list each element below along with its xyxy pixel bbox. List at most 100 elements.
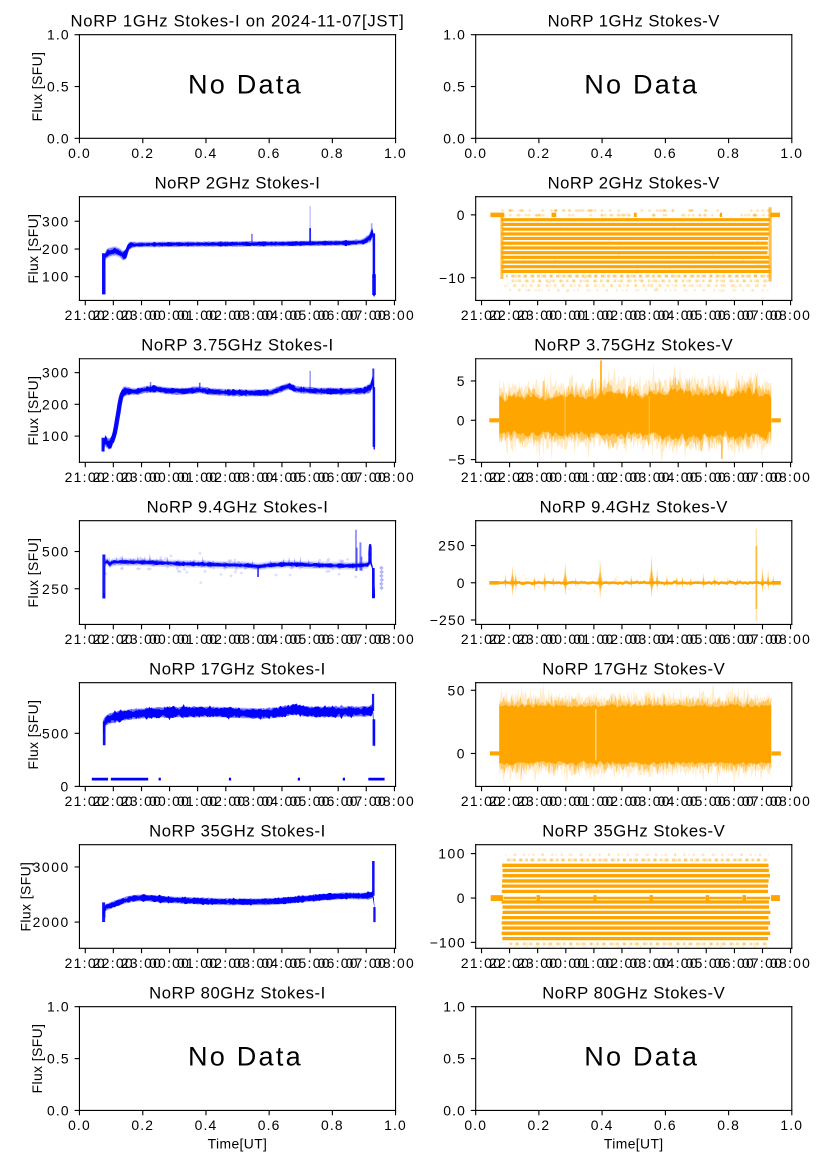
- svg-text:00:00: 00:00: [545, 631, 586, 647]
- svg-text:06:00: 06:00: [714, 469, 755, 485]
- svg-text:01:00: 01:00: [573, 307, 614, 323]
- svg-text:06:00: 06:00: [714, 307, 755, 323]
- svg-text:0.6: 0.6: [258, 145, 281, 161]
- svg-text:No Data: No Data: [188, 1041, 303, 1072]
- svg-text:05:00: 05:00: [686, 793, 727, 809]
- svg-text:05:00: 05:00: [686, 631, 727, 647]
- svg-text:1.0: 1.0: [47, 27, 70, 43]
- svg-text:NoRP 2GHz Stokes-I: NoRP 2GHz Stokes-I: [155, 173, 321, 192]
- svg-text:07:00: 07:00: [346, 307, 387, 323]
- svg-text:03:00: 03:00: [630, 307, 671, 323]
- svg-text:03:00: 03:00: [233, 793, 274, 809]
- svg-text:3000: 3000: [33, 859, 70, 875]
- svg-text:0.5: 0.5: [47, 79, 70, 95]
- svg-text:01:00: 01:00: [177, 793, 218, 809]
- svg-text:0.0: 0.0: [68, 1117, 91, 1133]
- svg-text:100: 100: [42, 428, 70, 444]
- svg-text:00:00: 00:00: [545, 469, 586, 485]
- svg-text:00:00: 00:00: [149, 793, 190, 809]
- svg-text:Flux [SFU]: Flux [SFU]: [25, 214, 41, 284]
- svg-text:01:00: 01:00: [177, 469, 218, 485]
- svg-text:23:00: 23:00: [121, 307, 162, 323]
- svg-text:07:00: 07:00: [742, 793, 783, 809]
- svg-text:−10: −10: [439, 270, 466, 286]
- svg-text:22:00: 22:00: [93, 307, 134, 323]
- svg-text:200: 200: [42, 396, 70, 412]
- svg-text:0.8: 0.8: [321, 145, 344, 161]
- svg-text:21:00: 21:00: [461, 469, 502, 485]
- svg-text:Flux [SFU]: Flux [SFU]: [29, 52, 45, 122]
- svg-text:01:00: 01:00: [177, 631, 218, 647]
- svg-text:02:00: 02:00: [205, 469, 246, 485]
- svg-text:23:00: 23:00: [121, 469, 162, 485]
- svg-text:21:00: 21:00: [65, 307, 106, 323]
- svg-text:1.0: 1.0: [443, 999, 466, 1015]
- svg-text:NoRP 35GHz Stokes-I: NoRP 35GHz Stokes-I: [149, 821, 326, 840]
- svg-text:0.6: 0.6: [654, 1117, 677, 1133]
- svg-text:07:00: 07:00: [346, 469, 387, 485]
- svg-text:300: 300: [42, 365, 70, 381]
- svg-text:No Data: No Data: [188, 69, 303, 100]
- svg-text:01:00: 01:00: [573, 469, 614, 485]
- svg-text:04:00: 04:00: [261, 469, 302, 485]
- svg-text:23:00: 23:00: [517, 469, 558, 485]
- svg-text:22:00: 22:00: [93, 631, 134, 647]
- svg-text:NoRP 17GHz Stokes-I: NoRP 17GHz Stokes-I: [149, 659, 326, 678]
- svg-text:0.8: 0.8: [717, 145, 740, 161]
- svg-text:02:00: 02:00: [205, 793, 246, 809]
- svg-text:NoRP 17GHz Stokes-V: NoRP 17GHz Stokes-V: [542, 659, 725, 678]
- svg-text:00:00: 00:00: [149, 631, 190, 647]
- svg-text:5: 5: [457, 373, 466, 389]
- svg-text:Flux [SFU]: Flux [SFU]: [29, 1024, 45, 1094]
- svg-text:07:00: 07:00: [346, 793, 387, 809]
- svg-text:03:00: 03:00: [233, 307, 274, 323]
- svg-text:07:00: 07:00: [742, 631, 783, 647]
- svg-text:07:00: 07:00: [346, 955, 387, 971]
- svg-text:05:00: 05:00: [686, 469, 727, 485]
- svg-text:NoRP 9.4GHz Stokes-V: NoRP 9.4GHz Stokes-V: [540, 497, 729, 516]
- svg-text:0.0: 0.0: [464, 1117, 487, 1133]
- svg-text:0: 0: [457, 575, 466, 591]
- svg-text:05:00: 05:00: [290, 469, 331, 485]
- svg-text:21:00: 21:00: [461, 955, 502, 971]
- svg-text:02:00: 02:00: [601, 793, 642, 809]
- svg-text:−5: −5: [448, 452, 466, 468]
- svg-text:04:00: 04:00: [261, 307, 302, 323]
- svg-text:0.0: 0.0: [47, 130, 70, 146]
- svg-text:0.0: 0.0: [443, 130, 466, 146]
- svg-text:07:00: 07:00: [742, 307, 783, 323]
- svg-text:07:00: 07:00: [346, 631, 387, 647]
- svg-text:01:00: 01:00: [177, 307, 218, 323]
- svg-text:0.2: 0.2: [131, 145, 154, 161]
- svg-text:23:00: 23:00: [517, 955, 558, 971]
- svg-text:04:00: 04:00: [658, 793, 699, 809]
- svg-text:−100: −100: [430, 935, 466, 951]
- svg-text:23:00: 23:00: [121, 955, 162, 971]
- svg-text:0.8: 0.8: [717, 1117, 740, 1133]
- svg-text:22:00: 22:00: [489, 631, 530, 647]
- svg-text:03:00: 03:00: [630, 793, 671, 809]
- svg-text:00:00: 00:00: [149, 307, 190, 323]
- svg-text:Flux [SFU]: Flux [SFU]: [25, 538, 41, 608]
- svg-text:22:00: 22:00: [93, 469, 134, 485]
- svg-text:23:00: 23:00: [121, 793, 162, 809]
- svg-text:06:00: 06:00: [714, 631, 755, 647]
- svg-text:03:00: 03:00: [630, 955, 671, 971]
- svg-text:23:00: 23:00: [517, 793, 558, 809]
- svg-text:50: 50: [447, 682, 466, 698]
- svg-text:02:00: 02:00: [205, 631, 246, 647]
- svg-text:22:00: 22:00: [489, 955, 530, 971]
- svg-text:08:00: 08:00: [770, 469, 811, 485]
- svg-text:00:00: 00:00: [149, 955, 190, 971]
- svg-text:0: 0: [60, 778, 69, 794]
- svg-text:Time[UT]: Time[UT]: [604, 1136, 664, 1152]
- svg-text:00:00: 00:00: [545, 793, 586, 809]
- svg-text:22:00: 22:00: [489, 469, 530, 485]
- svg-text:00:00: 00:00: [545, 955, 586, 971]
- svg-text:21:00: 21:00: [65, 631, 106, 647]
- svg-text:01:00: 01:00: [573, 631, 614, 647]
- svg-text:100: 100: [438, 846, 466, 862]
- svg-text:08:00: 08:00: [374, 469, 415, 485]
- svg-text:21:00: 21:00: [65, 793, 106, 809]
- svg-text:04:00: 04:00: [658, 469, 699, 485]
